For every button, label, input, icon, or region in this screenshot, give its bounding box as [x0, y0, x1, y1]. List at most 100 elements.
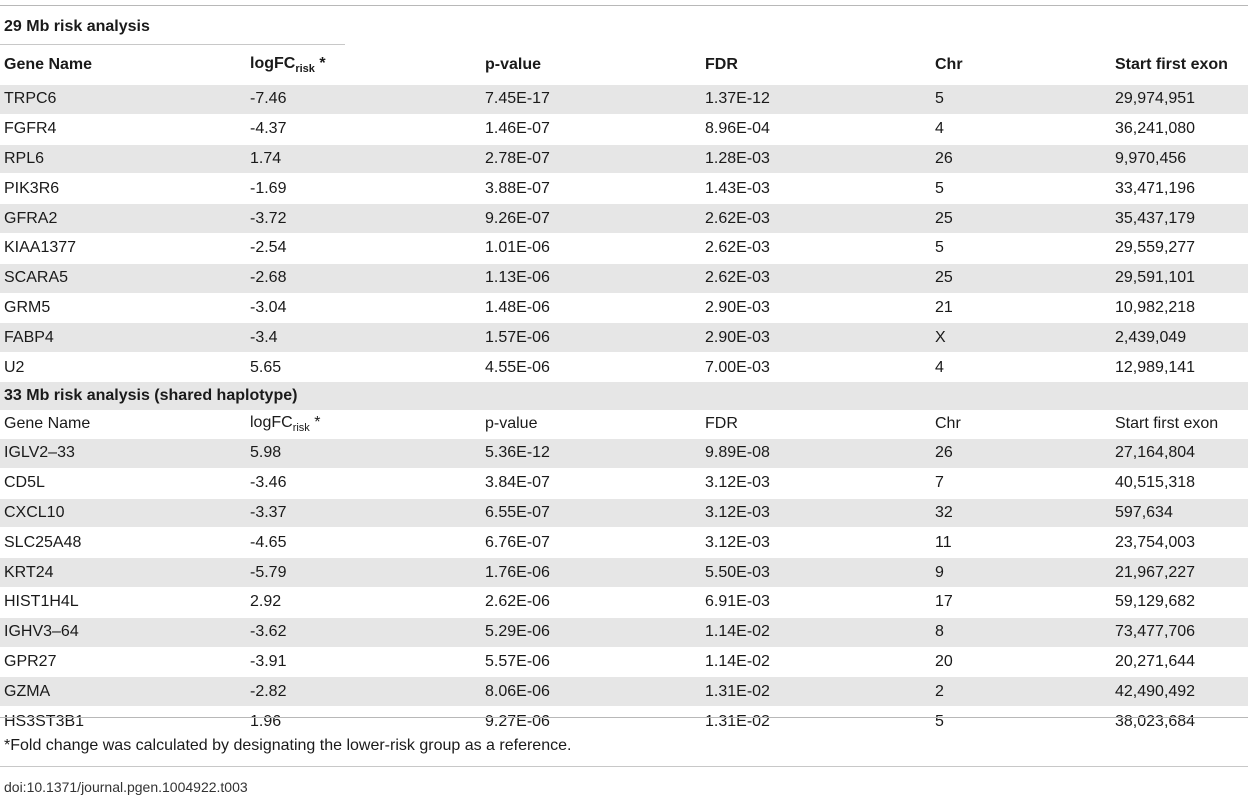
- cell-fdr: 1.43E-03: [705, 173, 935, 204]
- cell-start: 23,754,003: [1115, 527, 1248, 558]
- cell-logfc: -1.69: [250, 173, 485, 204]
- cell-pvalue: 1.57E-06: [485, 322, 705, 353]
- cell-fdr: 2.62E-03: [705, 262, 935, 294]
- cell-fdr: 1.31E-02: [705, 676, 935, 707]
- cell-pvalue: 1.13E-06: [485, 262, 705, 294]
- cell-pvalue: 1.76E-06: [485, 557, 705, 588]
- cell-fdr: 2.62E-03: [705, 232, 935, 264]
- cell-logfc: -7.46: [250, 84, 485, 115]
- cell-pvalue: 2.62E-06: [485, 586, 705, 618]
- cell-chr: 5: [935, 706, 1115, 736]
- cell-start: 73,477,706: [1115, 616, 1248, 648]
- cell-fdr: 2.62E-03: [705, 203, 935, 234]
- cell-fdr: 1.31E-02: [705, 706, 935, 736]
- cell-pvalue: 6.55E-07: [485, 497, 705, 528]
- cell-gene: SCARA5: [0, 262, 250, 294]
- table-row: U2 5.65 4.55E-06 7.00E-03 4 12,989,141: [0, 352, 1248, 382]
- cell-chr: 5: [935, 173, 1115, 204]
- cell-gene: IGHV3–64: [0, 616, 250, 648]
- table-row: SLC25A48 -4.65 6.76E-07 3.12E-03 11 23,754,00…: [0, 527, 1248, 558]
- table-row: KRT24 -5.79 1.76E-06 5.50E-03 9 21,967,227: [0, 557, 1248, 588]
- table-row: CD5L -3.46 3.84E-07 3.12E-03 7 40,515,318: [0, 467, 1248, 499]
- cell-chr: 21: [935, 292, 1115, 323]
- cell-start: 59,129,682: [1115, 586, 1248, 618]
- cell-chr: 11: [935, 527, 1115, 558]
- cell-gene: KRT24: [0, 557, 250, 588]
- cell-fdr: 6.91E-03: [705, 586, 935, 618]
- cell-logfc: -3.37: [250, 497, 485, 528]
- cell-start: 38,023,684: [1115, 706, 1248, 736]
- cell-gene: GFRA2: [0, 203, 250, 234]
- cell-logfc: -2.82: [250, 676, 485, 707]
- header-pvalue: p-value: [485, 414, 538, 432]
- cell-gene: CD5L: [0, 467, 250, 499]
- cell-gene: FGFR4: [0, 113, 250, 145]
- cell-start: 10,982,218: [1115, 292, 1248, 323]
- cell-logfc: -4.65: [250, 527, 485, 558]
- cell-logfc: -3.62: [250, 616, 485, 648]
- cell-pvalue: 8.06E-06: [485, 676, 705, 707]
- cell-chr: 32: [935, 497, 1115, 528]
- cell-pvalue: 5.29E-06: [485, 616, 705, 648]
- cell-gene: HIST1H4L: [0, 586, 250, 618]
- cell-start: 29,559,277: [1115, 232, 1248, 264]
- table-row: FGFR4 -4.37 1.46E-07 8.96E-04 4 36,241,080: [0, 113, 1248, 145]
- cell-logfc: -3.4: [250, 322, 485, 353]
- cell-logfc: 5.65: [250, 352, 485, 382]
- cell-start: 42,490,492: [1115, 676, 1248, 707]
- cell-start: 40,515,318: [1115, 467, 1248, 499]
- cell-fdr: 8.96E-04: [705, 113, 935, 145]
- cell-fdr: 9.89E-08: [705, 437, 935, 469]
- section1-header-row: Gene Name logFCrisk * p-value FDR Chr St…: [0, 46, 1248, 85]
- cell-logfc: -3.46: [250, 467, 485, 499]
- cell-fdr: 2.90E-03: [705, 322, 935, 353]
- header-logfc-mark: *: [309, 413, 321, 431]
- cell-chr: 8: [935, 616, 1115, 648]
- cell-start: 12,989,141: [1115, 352, 1248, 382]
- cell-logfc: -3.91: [250, 646, 485, 677]
- cell-fdr: 7.00E-03: [705, 352, 935, 382]
- cell-chr: 9: [935, 557, 1115, 588]
- header-logfc-mark: *: [314, 54, 326, 72]
- header-logfc-main: logFC: [250, 413, 293, 431]
- cell-logfc: -2.68: [250, 262, 485, 294]
- cell-pvalue: 1.48E-06: [485, 292, 705, 323]
- cell-chr: 25: [935, 203, 1115, 234]
- cell-fdr: 3.12E-03: [705, 497, 935, 528]
- cell-gene: GRM5: [0, 292, 250, 323]
- header-logfc: logFCrisk *: [250, 46, 485, 85]
- cell-start: 33,471,196: [1115, 173, 1248, 204]
- cell-pvalue: 6.76E-07: [485, 527, 705, 558]
- top-rule: [0, 5, 1248, 6]
- cell-chr: 5: [935, 232, 1115, 264]
- cell-gene: PIK3R6: [0, 173, 250, 204]
- header-fdr: FDR: [705, 414, 738, 432]
- header-gene-name: Gene Name: [4, 56, 93, 73]
- cell-chr: 7: [935, 467, 1115, 499]
- cell-chr: 4: [935, 352, 1115, 382]
- table-row: HS3ST3B1 1.96 9.27E-06 1.31E-02 5 38,023,684: [0, 706, 1248, 736]
- table-row: RPL6 1.74 2.78E-07 1.28E-03 26 9,970,456: [0, 143, 1248, 174]
- cell-logfc: 2.92: [250, 586, 485, 618]
- table-footnote: *Fold change was calculated by designati…: [4, 737, 572, 754]
- cell-fdr: 1.14E-02: [705, 646, 935, 677]
- cell-pvalue: 3.88E-07: [485, 173, 705, 204]
- section2-title: 33 Mb risk analysis (shared haplotype): [0, 381, 1248, 410]
- cell-start: 9,970,456: [1115, 143, 1248, 174]
- cell-gene: RPL6: [0, 143, 250, 174]
- table-row: TRPC6 -7.46 7.45E-17 1.37E-12 5 29,974,951: [0, 84, 1248, 115]
- header-start: Start first exon: [1115, 56, 1228, 73]
- cell-pvalue: 5.36E-12: [485, 437, 705, 469]
- cell-chr: 20: [935, 646, 1115, 677]
- cell-gene: CXCL10: [0, 497, 250, 528]
- table-row: GRM5 -3.04 1.48E-06 2.90E-03 21 10,982,218: [0, 292, 1248, 323]
- bottom-rule: [0, 717, 1248, 718]
- section2-title-row: 33 Mb risk analysis (shared haplotype): [0, 381, 1248, 410]
- cell-fdr: 3.12E-03: [705, 467, 935, 499]
- cell-gene: SLC25A48: [0, 527, 250, 558]
- cell-gene: KIAA1377: [0, 232, 250, 264]
- cell-gene: IGLV2–33: [0, 437, 250, 469]
- cell-logfc: 1.96: [250, 706, 485, 736]
- cell-start: 2,439,049: [1115, 322, 1248, 353]
- cell-pvalue: 1.46E-07: [485, 113, 705, 145]
